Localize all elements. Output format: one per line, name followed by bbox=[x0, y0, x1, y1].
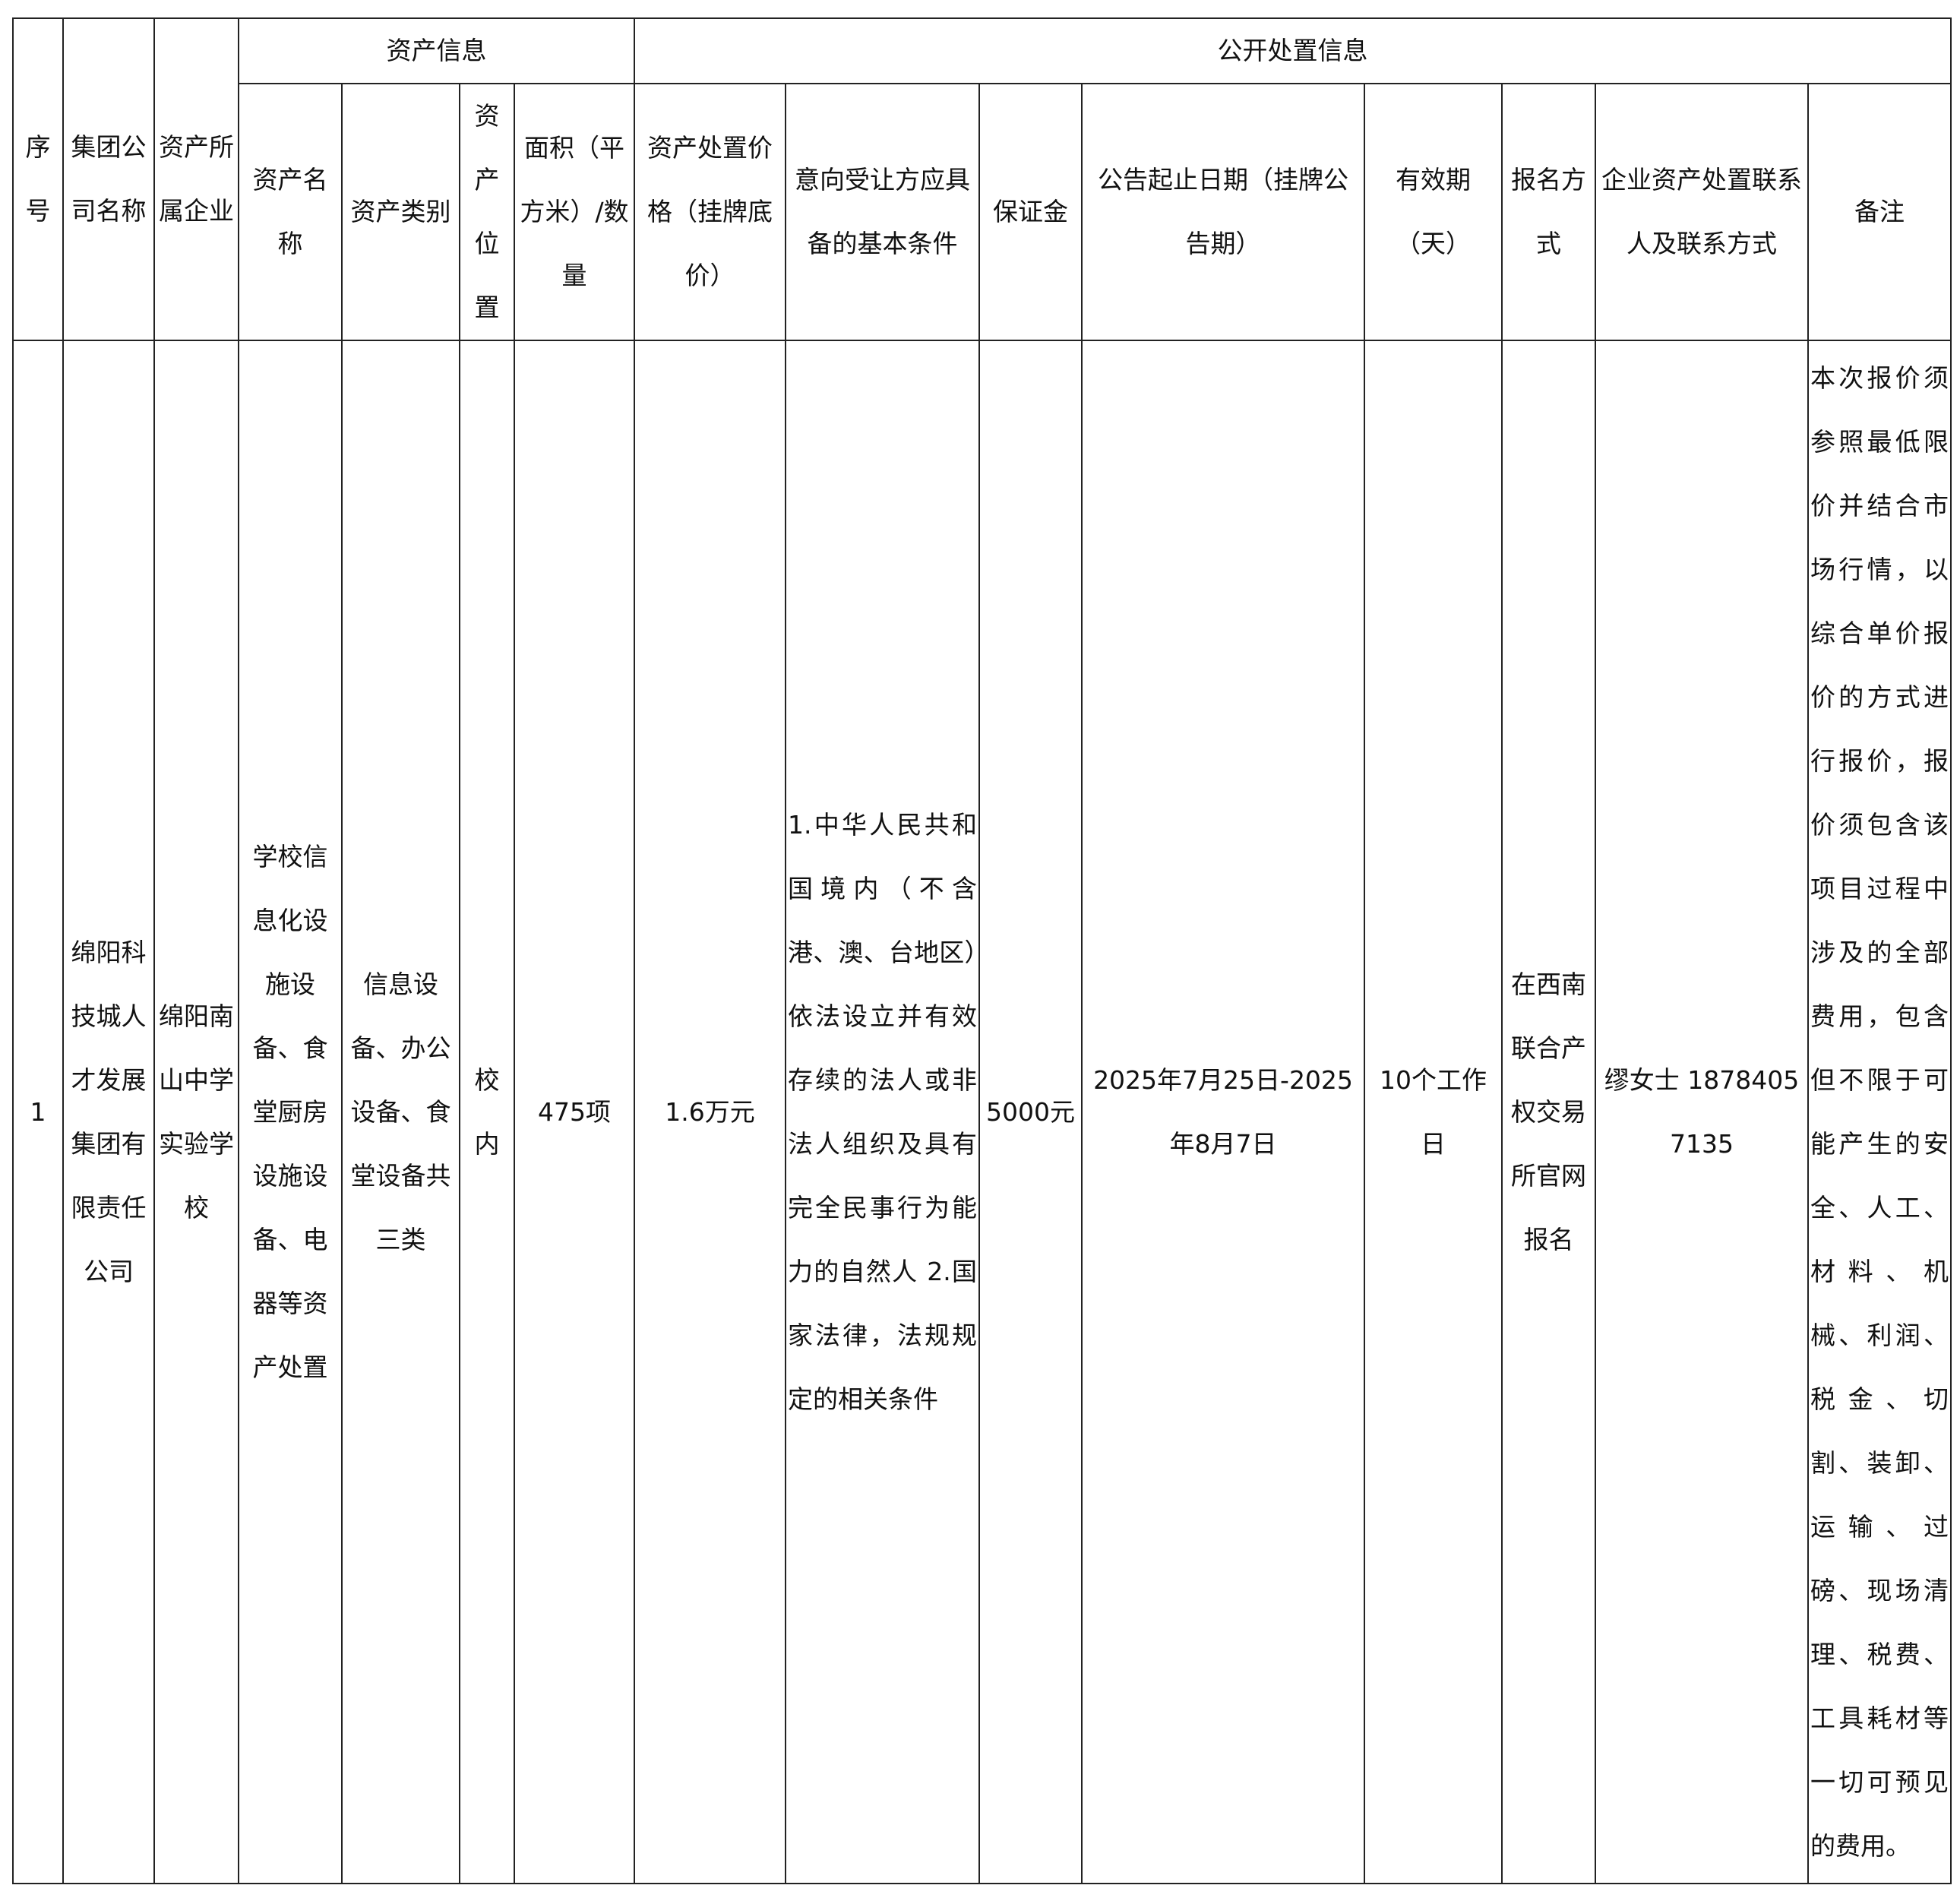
group-header-row: 序号 集团公司名称 资产所属企业 资产信息 公开处置信息 bbox=[12, 17, 1952, 341]
header-conditions: 意向受让方应具备的基本条件 bbox=[785, 83, 980, 341]
cell-price: 1.6万元 bbox=[634, 340, 786, 1884]
cell-validity: 10个工作日 bbox=[1364, 340, 1503, 1884]
header-price: 资产处置价格（挂牌底价） bbox=[634, 83, 786, 341]
group-header-disposal-info: 公开处置信息 bbox=[634, 17, 1952, 84]
header-owner-enterprise: 资产所属企业 bbox=[153, 17, 239, 341]
header-asset-name: 资产名称 bbox=[238, 83, 343, 341]
column-header-row: 资产名称 资产类别 资产位置 面积（平方米）/数量 资产处置价格（挂牌底价） 意… bbox=[13, 83, 1952, 341]
header-registration: 报名方式 bbox=[1501, 83, 1596, 341]
cell-asset-category: 信息设备、办公设备、食堂设备共三类 bbox=[341, 340, 460, 1884]
cell-group-company: 绵阳科技城人才发展集团有限责任公司 bbox=[62, 340, 155, 1884]
cell-area-quantity: 475项 bbox=[514, 340, 635, 1884]
header-area-quantity: 面积（平方米）/数量 bbox=[514, 83, 635, 341]
cell-deposit: 5000元 bbox=[978, 340, 1083, 1884]
cell-owner-enterprise: 绵阳南山中学实验学校 bbox=[153, 340, 239, 1884]
table-row: 1 绵阳科技城人才发展集团有限责任公司 绵阳南山中学实验学校 学校信息化设施设备… bbox=[12, 340, 1952, 1884]
header-remarks: 备注 bbox=[1807, 83, 1952, 341]
cell-asset-location: 校内 bbox=[459, 340, 515, 1884]
cell-asset-name: 学校信息化设施设备、食堂厨房设施设备、电器等资产处置 bbox=[238, 340, 343, 1884]
cell-seq: 1 bbox=[12, 340, 64, 1884]
cell-period: 2025年7月25日-2025年8月7日 bbox=[1081, 340, 1365, 1884]
header-validity: 有效期（天） bbox=[1364, 83, 1503, 341]
header-seq: 序号 bbox=[12, 17, 64, 341]
cell-registration: 在西南联合产权交易所官网报名 bbox=[1501, 340, 1596, 1884]
header-period: 公告起止日期（挂牌公告期） bbox=[1081, 83, 1365, 341]
header-asset-category: 资产类别 bbox=[341, 83, 460, 341]
cell-remarks: 本次报价须参照最低限价并结合市场行情，以综合单价报价的方式进行报价，报价须包含该… bbox=[1807, 340, 1952, 1884]
header-asset-location: 资产位置 bbox=[459, 83, 515, 341]
group-header-asset-info: 资产信息 bbox=[238, 17, 635, 84]
cell-contact: 缪女士 18784057135 bbox=[1595, 340, 1809, 1884]
header-group-company: 集团公司名称 bbox=[62, 17, 155, 341]
header-contact: 企业资产处置联系人及联系方式 bbox=[1595, 83, 1809, 341]
header-deposit: 保证金 bbox=[978, 83, 1083, 341]
cell-conditions: 1.中华人民共和国境内（不含港、澳、台地区）依法设立并有效存续的法人或非法人组织… bbox=[785, 340, 980, 1884]
asset-disposal-table: 序号 集团公司名称 资产所属企业 资产信息 公开处置信息 资产名称 资产类别 资… bbox=[12, 17, 1952, 1884]
